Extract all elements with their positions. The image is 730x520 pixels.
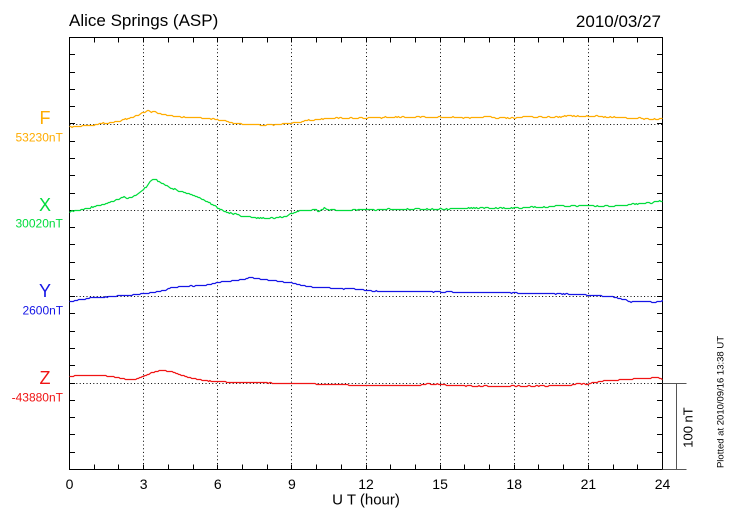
svg-text:9: 9 (288, 476, 296, 492)
svg-text:3: 3 (140, 476, 148, 492)
svg-text:24: 24 (655, 476, 671, 492)
svg-text:Y: Y (39, 281, 51, 301)
svg-text:0: 0 (66, 476, 74, 492)
svg-text:21: 21 (581, 476, 597, 492)
svg-text:12: 12 (358, 476, 374, 492)
svg-text:Z: Z (40, 368, 51, 388)
svg-text:30020nT: 30020nT (16, 216, 64, 230)
svg-text:2600nT: 2600nT (22, 304, 63, 318)
svg-text:18: 18 (506, 476, 522, 492)
svg-text:U T (hour): U T (hour) (332, 492, 400, 509)
svg-text:6: 6 (214, 476, 222, 492)
svg-text:15: 15 (432, 476, 448, 492)
svg-text:2010/03/27: 2010/03/27 (576, 12, 661, 31)
svg-text:F: F (40, 108, 51, 128)
svg-text:100 nT: 100 nT (681, 407, 696, 448)
svg-text:-43880nT: -43880nT (12, 391, 64, 405)
svg-text:X: X (39, 195, 51, 215)
svg-text:53230nT: 53230nT (16, 130, 64, 144)
svg-text:Alice Springs (ASP): Alice Springs (ASP) (69, 11, 218, 30)
svg-text:Plotted at 2010/09/16 13:38 UT: Plotted at 2010/09/16 13:38 UT (716, 336, 727, 468)
